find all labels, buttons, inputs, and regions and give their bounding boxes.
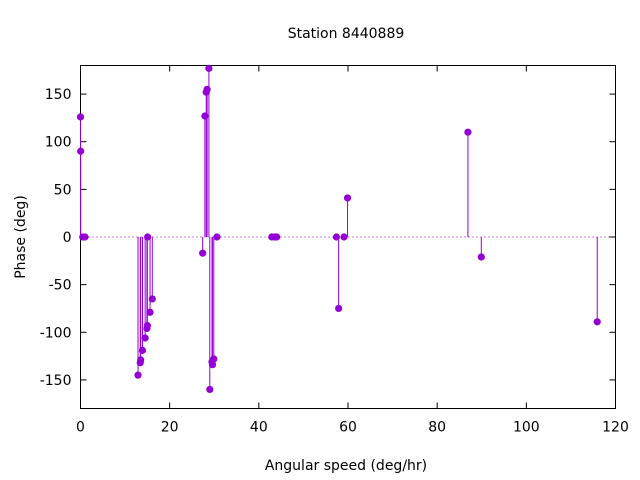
x-tick-label: 80 <box>428 420 446 436</box>
data-point <box>137 356 145 364</box>
y-tick-label: -150 <box>40 373 72 389</box>
y-tick-label: 50 <box>54 182 72 198</box>
data-point <box>464 128 472 136</box>
chart-title: Station 8440889 <box>288 26 405 42</box>
data-point <box>335 304 343 313</box>
data-point <box>343 194 352 202</box>
data-point <box>199 249 207 257</box>
data-point <box>148 295 156 303</box>
y-tick-label: 0 <box>63 230 72 246</box>
x-axis-label: Angular speed (deg/hr) <box>265 458 427 474</box>
y-tick-label: 150 <box>45 87 72 103</box>
x-tick-label: 20 <box>161 420 179 436</box>
x-axis: 0 20 40 60 80 100 120 <box>76 65 629 436</box>
data-point <box>477 253 485 261</box>
y-axis: -150 -100 -50 0 50 100 150 <box>40 87 616 389</box>
data-point <box>273 233 281 241</box>
y-tick-label: 100 <box>45 135 72 151</box>
data-point <box>134 371 142 379</box>
data-point <box>593 318 601 326</box>
data-point <box>213 233 221 241</box>
y-tick-label: -50 <box>49 278 72 294</box>
x-tick-label: 100 <box>513 420 540 436</box>
data-point <box>81 233 89 241</box>
x-tick-label: 120 <box>602 420 629 436</box>
x-tick-label: 40 <box>250 420 268 436</box>
data-point <box>210 355 218 363</box>
data-point <box>143 233 152 241</box>
data-point <box>141 334 149 342</box>
data-point <box>138 346 147 354</box>
data-point <box>77 147 85 155</box>
y-axis-label: Phase (deg) <box>13 195 29 279</box>
data-point <box>206 385 214 394</box>
data-point <box>76 113 85 121</box>
y-tick-label: -100 <box>40 325 72 341</box>
x-tick-label: 60 <box>339 420 357 436</box>
data-point <box>340 233 348 241</box>
data-point <box>146 308 154 316</box>
data-point <box>205 64 213 72</box>
data-point <box>143 322 151 330</box>
data-series <box>76 64 601 394</box>
data-point <box>203 85 211 93</box>
data-point <box>208 361 217 369</box>
x-tick-label: 0 <box>76 420 85 436</box>
